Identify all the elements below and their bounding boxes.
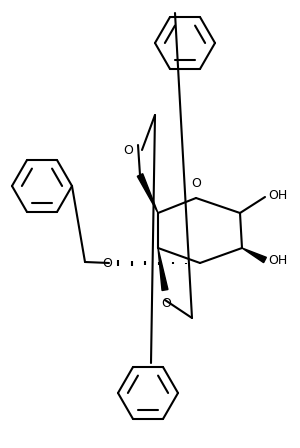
Text: O: O [123, 143, 133, 156]
Text: OH: OH [268, 189, 287, 202]
Text: O: O [161, 297, 171, 310]
Polygon shape [158, 248, 168, 290]
Polygon shape [137, 174, 158, 213]
Text: O: O [102, 257, 112, 270]
Text: O: O [191, 177, 201, 190]
Polygon shape [242, 248, 266, 263]
Text: OH: OH [268, 254, 287, 267]
